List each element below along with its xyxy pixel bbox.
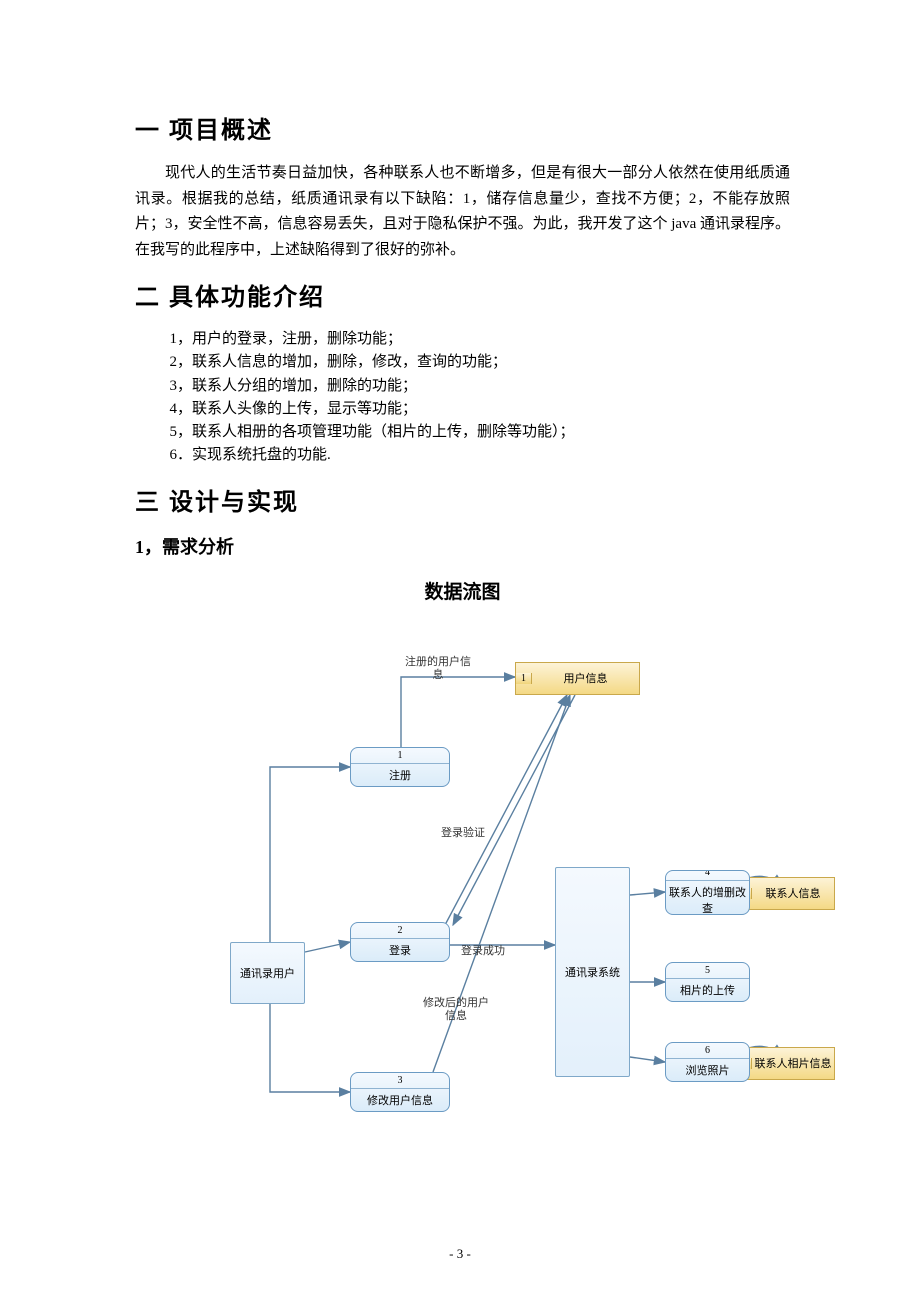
flow-label: 登录验证 [441, 827, 485, 840]
dfd-title: 数据流图 [135, 577, 790, 604]
page-number: - 3 - [0, 1246, 920, 1262]
datastore-d1: 1用户信息 [515, 662, 640, 695]
process-p4: 4联系人的增删改查 [665, 870, 750, 915]
process-p6: 6浏览照片 [665, 1042, 750, 1082]
process-p5: 5相片的上传 [665, 962, 750, 1002]
datastore-d3: 3联系人相片信息 [735, 1047, 835, 1080]
flow-label: 登录成功 [461, 945, 505, 958]
list-item: 3，联系人分组的增加，删除的功能； [170, 375, 791, 398]
section-3-sub: 1，需求分析 [135, 533, 790, 559]
section-2-title: 二 具体功能介绍 [135, 277, 790, 312]
process-p1: 1注册 [350, 747, 450, 787]
section-1-paragraph: 现代人的生活节奏日益加快，各种联系人也不断增多，但是有很大一部分人依然在使用纸质… [135, 161, 790, 263]
section-3-title: 三 设计与实现 [135, 482, 790, 517]
list-item: 6．实现系统托盘的功能. [170, 444, 791, 467]
process-p2: 2登录 [350, 922, 450, 962]
section-2-list: 1，用户的登录，注册，删除功能； 2，联系人信息的增加，删除，修改，查询的功能；… [135, 328, 790, 468]
data-flow-diagram: 通讯录用户通讯录系统1用户信息2联系人信息3联系人相片信息1注册2登录3修改用户… [175, 632, 805, 1152]
section-1-title: 一 项目概述 [135, 110, 790, 145]
datastore-d2: 2联系人信息 [735, 877, 835, 910]
list-item: 5，联系人相册的各项管理功能（相片的上传，删除等功能）； [170, 421, 791, 444]
flow-label: 注册的用户信息 [405, 656, 471, 682]
list-item: 4，联系人头像的上传，显示等功能； [170, 398, 791, 421]
entity-sys: 通讯录系统 [555, 867, 630, 1077]
process-p3: 3修改用户信息 [350, 1072, 450, 1112]
flow-label: 修改后的用户信息 [423, 997, 489, 1023]
list-item: 2，联系人信息的增加，删除，修改，查询的功能； [170, 351, 791, 374]
list-item: 1，用户的登录，注册，删除功能； [170, 328, 791, 351]
entity-user: 通讯录用户 [230, 942, 305, 1004]
